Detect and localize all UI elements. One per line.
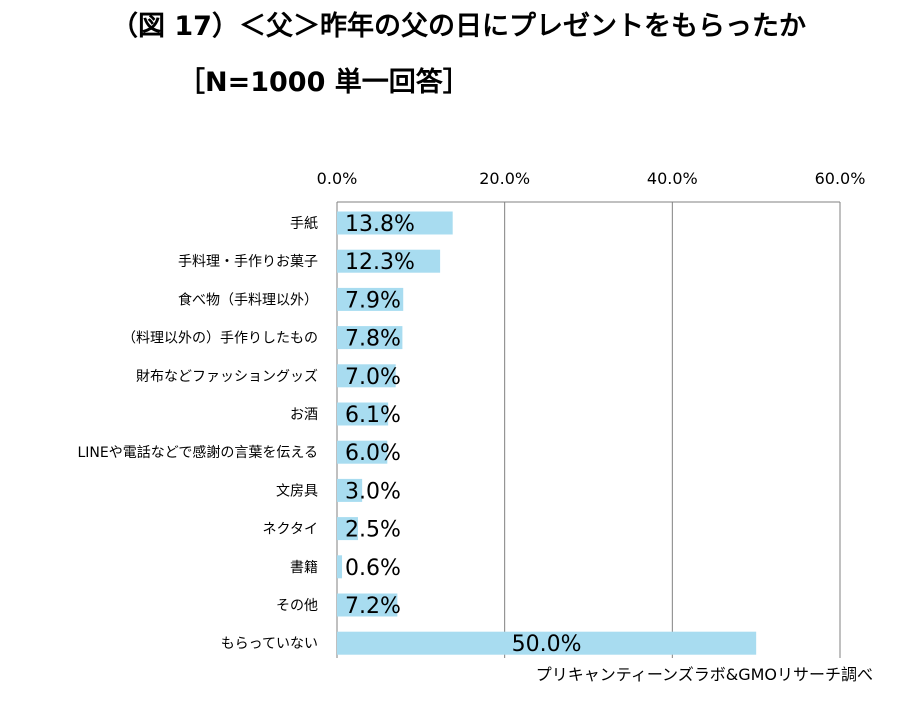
x-tick-label: 40.0% <box>647 169 698 188</box>
category-label: ネクタイ <box>263 522 318 538</box>
value-label: 2.5% <box>345 518 401 543</box>
value-label: 12.3% <box>345 250 415 275</box>
category-label: 手料理・手作りお菓子 <box>178 254 318 270</box>
category-label: お酒 <box>290 407 318 423</box>
category-label: （料理以外の）手作りしたもの <box>122 331 318 347</box>
category-label: 手紙 <box>290 216 318 232</box>
bar <box>337 440 388 464</box>
x-tick-labels: 0.0% 20.0% 40.0% 60.0% <box>317 169 866 188</box>
chart-title: （図 17）＜父＞昨年の父の日にプレゼントをもらったか <box>111 11 806 42</box>
bars <box>337 211 757 655</box>
bar <box>337 402 389 426</box>
value-label: 0.6% <box>345 556 401 581</box>
bar <box>337 211 453 235</box>
bar <box>337 364 396 388</box>
category-label: 財布などファッショングッズ <box>136 369 318 385</box>
bar <box>337 287 404 311</box>
category-label: 食べ物（手料理以外） <box>178 291 318 308</box>
category-label: もらっていない <box>221 636 318 652</box>
value-label: 7.0% <box>345 365 401 390</box>
value-labels: 13.8% 12.3% 7.9% 7.8% 7.0% 6.1% 6.0% 3.0% 2.5% 0.… <box>345 212 582 657</box>
x-tick-label: 20.0% <box>479 169 530 188</box>
value-label: 13.8% <box>345 212 415 237</box>
bar <box>337 517 358 541</box>
bar <box>337 326 403 350</box>
x-tick-label: 60.0% <box>815 169 866 188</box>
value-label: 6.0% <box>345 441 401 466</box>
value-label: 7.8% <box>345 327 401 352</box>
bar <box>337 555 343 579</box>
bar <box>337 478 363 502</box>
category-label: 文房具 <box>276 483 318 499</box>
category-label: その他 <box>276 598 318 614</box>
chart-subtitle: ［N=1000 単一回答］ <box>178 67 470 98</box>
value-label: 7.9% <box>345 288 401 313</box>
value-label: 3.0% <box>345 479 401 504</box>
bar <box>337 249 441 273</box>
bar <box>337 593 398 617</box>
category-label: LINEや電話などで感謝の言葉を伝える <box>77 444 318 461</box>
source-note: プリキャンティーンズラボ&GMOリサーチ調べ <box>535 665 873 684</box>
value-label: 50.0% <box>512 632 582 657</box>
value-label: 6.1% <box>345 403 401 428</box>
bar <box>337 631 757 655</box>
category-label: 書籍 <box>290 559 318 576</box>
x-tick-label: 0.0% <box>317 169 358 188</box>
value-label: 7.2% <box>345 594 401 619</box>
grid-lines <box>336 201 841 658</box>
